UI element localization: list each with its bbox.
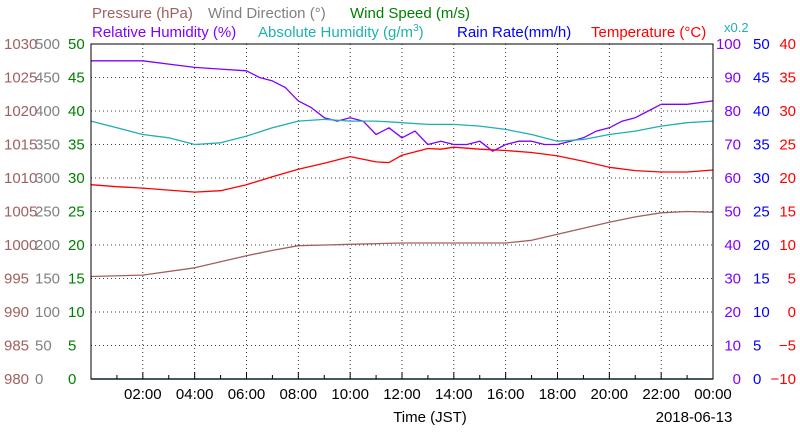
- x-axis: 02:00 04:00 06:00 08:00 10:00 12:00 14:00 16:00…: [116, 372, 732, 403]
- y-tick-wind-speed: 50: [68, 36, 85, 53]
- y-tick-relative-humidity: 0: [733, 371, 741, 388]
- legend-relative-humidity: Relative Humidity (%): [92, 24, 236, 41]
- y-tick-wind-direction: 250: [35, 204, 60, 221]
- legend: Pressure (hPa) Wind Direction (°) Wind S…: [92, 5, 749, 41]
- y-tick-relative-humidity: 70: [724, 137, 741, 154]
- y-axes: 1030102510201015101010051000995990985980…: [4, 36, 796, 388]
- y-tick-pressure: 995: [4, 271, 29, 288]
- y-tick-rain-rate: 0: [753, 371, 761, 388]
- y-tick-relative-humidity: 50: [724, 204, 741, 221]
- legend-wind-direction: Wind Direction (°): [208, 5, 326, 22]
- x-axis-label: Time (JST): [393, 409, 467, 426]
- y-tick-temperature: 10: [779, 237, 796, 254]
- y-tick-pressure: 1025: [4, 70, 37, 87]
- y-tick-pressure: 1000: [4, 237, 37, 254]
- y-tick-relative-humidity: 90: [724, 70, 741, 87]
- x-tick-label: 18:00: [539, 386, 577, 403]
- y-tick-temperature: 25: [779, 137, 796, 154]
- series-line-pressure: [90, 210, 714, 278]
- x-tick-label: 08:00: [280, 386, 318, 403]
- x-tick-label: 02:00: [124, 386, 162, 403]
- y-tick-wind-direction: 500: [35, 36, 60, 53]
- legend-scale-note: x0.2: [724, 20, 749, 35]
- legend-absolute-humidity: Absolute Humidity (g/m3): [258, 23, 424, 41]
- y-tick-wind-direction: 350: [35, 137, 60, 154]
- legend-wind-speed: Wind Speed (m/s): [350, 5, 470, 22]
- y-tick-temperature: 30: [779, 103, 796, 120]
- y-tick-pressure: 1020: [4, 103, 37, 120]
- y-tick-temperature: −10: [771, 371, 796, 388]
- y-tick-wind-speed: 35: [68, 137, 85, 154]
- y-tick-temperature: 35: [779, 70, 796, 87]
- x-tick-label: 10:00: [331, 386, 369, 403]
- y-tick-wind-direction: 0: [35, 371, 43, 388]
- y-tick-rain-rate: 10: [753, 304, 770, 321]
- series-line-relative-humidity: [90, 118, 714, 146]
- y-tick-pressure: 985: [4, 338, 29, 355]
- y-tick-wind-direction: 450: [35, 70, 60, 87]
- x-tick-label: 06:00: [228, 386, 266, 403]
- y-tick-pressure: 980: [4, 371, 29, 388]
- y-tick-temperature: 40: [779, 36, 796, 53]
- y-tick-temperature: 20: [779, 170, 796, 187]
- y-tick-wind-speed: 45: [68, 70, 85, 87]
- y-tick-rain-rate: 50: [753, 36, 770, 53]
- y-tick-wind-speed: 30: [68, 170, 85, 187]
- y-tick-relative-humidity: 20: [724, 304, 741, 321]
- y-tick-wind-direction: 400: [35, 103, 60, 120]
- y-tick-temperature: 15: [779, 204, 796, 221]
- y-tick-pressure: 1030: [4, 36, 37, 53]
- legend-pressure: Pressure (hPa): [92, 5, 193, 22]
- date-label: 2018-06-13: [656, 409, 733, 426]
- y-tick-wind-direction: 200: [35, 237, 60, 254]
- y-tick-temperature: −5: [779, 338, 796, 355]
- y-tick-relative-humidity: 40: [724, 237, 741, 254]
- x-tick-label: 20:00: [591, 386, 629, 403]
- y-tick-rain-rate: 30: [753, 170, 770, 187]
- x-tick-label: 00:00: [694, 386, 732, 403]
- y-tick-rain-rate: 40: [753, 103, 770, 120]
- y-tick-wind-direction: 300: [35, 170, 60, 187]
- y-tick-temperature: 0: [788, 304, 796, 321]
- y-tick-temperature: 5: [788, 271, 796, 288]
- y-tick-relative-humidity: 60: [724, 170, 741, 187]
- y-tick-rain-rate: 15: [753, 271, 770, 288]
- y-tick-relative-humidity: 10: [724, 338, 741, 355]
- y-tick-wind-speed: 20: [68, 237, 85, 254]
- y-tick-pressure: 990: [4, 304, 29, 321]
- y-tick-wind-speed: 5: [68, 338, 76, 355]
- y-tick-wind-direction: 50: [35, 338, 52, 355]
- y-tick-wind-direction: 150: [35, 271, 60, 288]
- y-tick-rain-rate: 5: [753, 338, 761, 355]
- y-tick-wind-direction: 100: [35, 304, 60, 321]
- y-tick-wind-speed: 25: [68, 204, 85, 221]
- y-tick-rain-rate: 35: [753, 137, 770, 154]
- y-tick-wind-speed: 40: [68, 103, 85, 120]
- series-line-relative-humidity: [91, 60, 714, 152]
- grid: [91, 44, 713, 379]
- y-tick-pressure: 1015: [4, 137, 37, 154]
- y-tick-relative-humidity: 30: [724, 271, 741, 288]
- y-tick-wind-speed: 15: [68, 271, 85, 288]
- legend-rain-rate: Rain Rate(mm/h): [457, 24, 571, 41]
- y-tick-rain-rate: 25: [753, 204, 770, 221]
- y-tick-rain-rate: 45: [753, 70, 770, 87]
- series-line-temperature: [90, 146, 714, 193]
- y-tick-pressure: 1005: [4, 204, 37, 221]
- legend-temperature: Temperature (°C): [591, 24, 706, 41]
- x-tick-label: 16:00: [487, 386, 525, 403]
- x-tick-label: 22:00: [642, 386, 680, 403]
- y-tick-relative-humidity: 80: [724, 103, 741, 120]
- x-tick-label: 12:00: [383, 386, 421, 403]
- y-tick-wind-speed: 10: [68, 304, 85, 321]
- x-tick-label: 04:00: [176, 386, 214, 403]
- x-tick-label: 14:00: [435, 386, 473, 403]
- y-tick-rain-rate: 20: [753, 237, 770, 254]
- y-tick-wind-speed: 0: [68, 371, 76, 388]
- y-tick-pressure: 1010: [4, 170, 37, 187]
- y-tick-relative-humidity: 100: [716, 36, 741, 53]
